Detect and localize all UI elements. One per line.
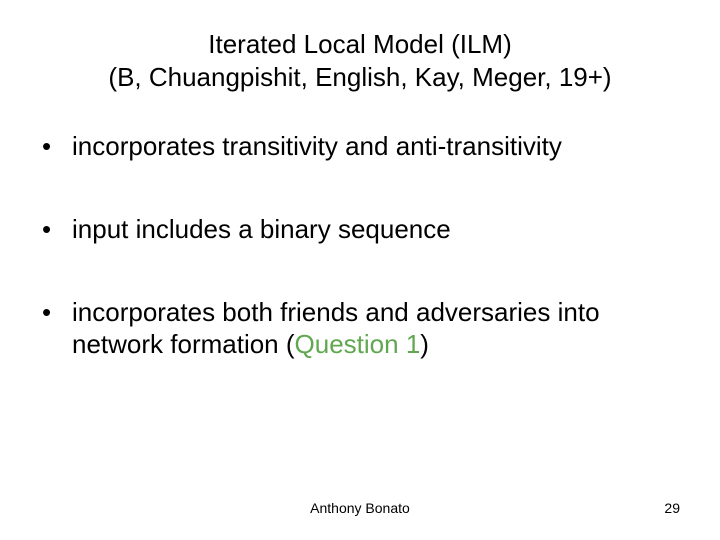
- bullet-list: incorporates transitivity and anti-trans…: [30, 131, 690, 360]
- bullet-item: incorporates both friends and adversarie…: [42, 297, 690, 359]
- footer-page-number: 29: [664, 500, 680, 516]
- title-line-2: (B, Chuangpishit, English, Kay, Meger, 1…: [30, 61, 690, 94]
- bullet-item: input includes a binary sequence: [42, 214, 690, 245]
- bullet-item: incorporates transitivity and anti-trans…: [42, 131, 690, 162]
- footer-author: Anthony Bonato: [0, 500, 720, 516]
- slide: Iterated Local Model (ILM) (B, Chuangpis…: [0, 0, 720, 540]
- bullet-text-highlight: Question 1: [295, 329, 421, 359]
- title-line-1: Iterated Local Model (ILM): [30, 28, 690, 61]
- bullet-text: input includes a binary sequence: [72, 214, 451, 244]
- slide-title: Iterated Local Model (ILM) (B, Chuangpis…: [30, 28, 690, 93]
- bullet-text-suffix: ): [420, 329, 429, 359]
- bullet-text: incorporates transitivity and anti-trans…: [72, 131, 562, 161]
